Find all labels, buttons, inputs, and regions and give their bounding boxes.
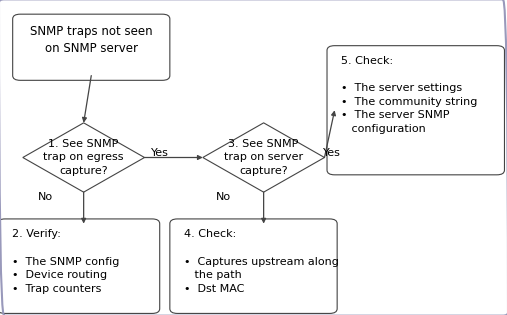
Text: No: No <box>38 192 53 202</box>
Text: 4. Check:

•  Captures upstream along
   the path
•  Dst MAC: 4. Check: • Captures upstream along the … <box>184 229 339 294</box>
Text: 1. See SNMP
trap on egress
capture?: 1. See SNMP trap on egress capture? <box>44 139 124 176</box>
FancyBboxPatch shape <box>13 14 170 80</box>
Text: 2. Verify:

•  The SNMP config
•  Device routing
•  Trap counters: 2. Verify: • The SNMP config • Device ro… <box>12 229 119 294</box>
Text: Yes: Yes <box>323 148 341 158</box>
FancyBboxPatch shape <box>327 46 504 175</box>
Text: No: No <box>215 192 231 202</box>
Polygon shape <box>23 123 144 192</box>
Text: 3. See SNMP
trap on server
capture?: 3. See SNMP trap on server capture? <box>224 139 303 176</box>
FancyBboxPatch shape <box>0 219 160 313</box>
FancyBboxPatch shape <box>170 219 337 313</box>
Text: Yes: Yes <box>151 148 169 158</box>
Text: 5. Check:

•  The server settings
•  The community string
•  The server SNMP
   : 5. Check: • The server settings • The co… <box>341 56 478 134</box>
Polygon shape <box>203 123 324 192</box>
Text: SNMP traps not seen
on SNMP server: SNMP traps not seen on SNMP server <box>30 25 153 55</box>
